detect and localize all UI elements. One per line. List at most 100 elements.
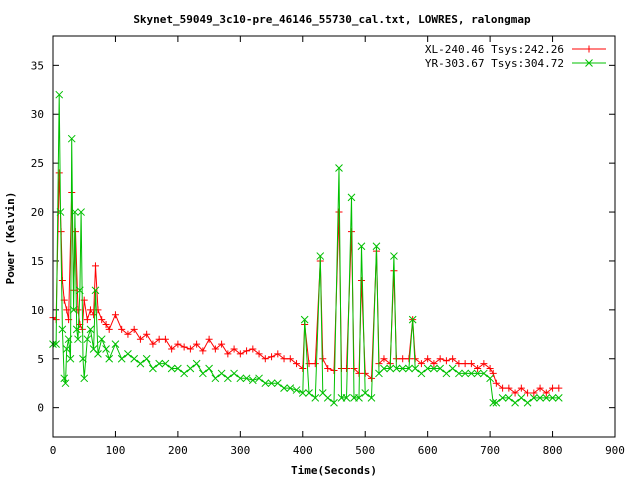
series-2-point	[542, 394, 551, 402]
series-1-point	[255, 350, 263, 358]
series-2-point	[286, 384, 295, 392]
series-1-point	[417, 360, 425, 368]
y-tick-label: 10	[31, 304, 44, 317]
series-2-point	[142, 354, 151, 363]
series-2-point	[442, 369, 451, 378]
series-1-point	[286, 355, 294, 363]
series-2-point	[398, 364, 407, 373]
series-2-point	[511, 398, 519, 407]
x-tick-label: 800	[543, 444, 563, 457]
series-2-point	[105, 354, 114, 363]
series-1-point	[180, 343, 188, 351]
series-2-point	[117, 354, 126, 363]
series-2-point	[529, 394, 538, 402]
series-1-point	[430, 360, 438, 368]
series-1-point	[536, 384, 544, 392]
x-tick-label: 700	[480, 444, 500, 457]
series-1-point	[530, 389, 538, 397]
series-2-point	[498, 394, 507, 402]
series-2-point	[60, 374, 69, 383]
x-axis-label: Time(Seconds)	[291, 464, 377, 477]
series-1-point	[193, 340, 201, 348]
series-2-point	[392, 364, 401, 373]
series-2-point	[236, 374, 245, 383]
series-2-point	[357, 242, 366, 251]
series-1-point	[261, 355, 269, 363]
series-1-point	[474, 365, 482, 373]
y-axis-label: Power (Kelvin)	[4, 192, 17, 285]
series-2-point	[56, 208, 65, 216]
series-2-point	[94, 350, 102, 358]
series-2-point	[130, 354, 139, 363]
series-1-point	[486, 365, 494, 373]
series-1-point	[324, 365, 332, 373]
series-2-point	[280, 384, 288, 392]
series-1-point	[218, 340, 226, 348]
series-1-point	[124, 330, 132, 338]
series-1-point	[98, 316, 106, 324]
series-2-point	[305, 389, 313, 397]
series-1-point	[86, 306, 94, 314]
series-2-point	[554, 394, 563, 402]
y-tick-label: 25	[31, 157, 44, 170]
series-1-point	[524, 389, 532, 397]
y-tick-label: 0	[37, 402, 44, 415]
series-1-point	[230, 345, 238, 353]
series-1-point	[94, 306, 102, 314]
series-1-point	[91, 262, 99, 270]
series-1-point	[467, 360, 475, 368]
series-2-point	[386, 364, 395, 373]
series-2-point	[74, 335, 82, 344]
series-2-point	[423, 364, 432, 373]
series-1-point	[293, 360, 301, 368]
series-2-point	[261, 379, 270, 388]
series-2-point	[75, 286, 84, 295]
series-layer	[49, 90, 563, 407]
series-1-point	[90, 311, 98, 319]
series-1-point	[274, 350, 282, 358]
series-2-point	[61, 379, 70, 388]
series-2-point	[55, 90, 64, 99]
series-2-point	[504, 394, 513, 402]
series-2-point	[486, 374, 494, 383]
series-2-point	[411, 364, 420, 373]
series-2-point	[390, 252, 398, 260]
series-1-point	[405, 355, 413, 363]
x-tick-label: 0	[50, 444, 57, 457]
series-2-point	[517, 394, 526, 402]
series-2-point	[223, 374, 232, 383]
series-2-point	[102, 345, 110, 353]
series-2-point	[347, 193, 356, 202]
series-2-point	[83, 335, 92, 344]
series-2-point	[342, 394, 351, 402]
series-2-point	[161, 359, 170, 368]
series-2-point	[355, 394, 363, 402]
series-2-point	[248, 376, 257, 385]
series-2-point	[155, 359, 164, 368]
y-tick-label: 30	[31, 108, 44, 121]
series-2-point	[217, 369, 226, 378]
series-2-point	[298, 389, 307, 397]
x-tick-label: 600	[418, 444, 438, 457]
series-1-point	[149, 340, 157, 348]
series-1-point	[305, 360, 313, 368]
series-1-point	[249, 345, 257, 353]
series-2-point	[64, 335, 73, 344]
series-1-point	[143, 330, 151, 338]
series-2-point	[124, 350, 132, 358]
series-2-point	[436, 364, 445, 373]
series-2-point	[367, 394, 376, 402]
series-1-point	[549, 384, 557, 392]
series-1-point	[268, 353, 276, 361]
series-1-point	[505, 384, 513, 392]
series-1-point	[555, 384, 563, 392]
series-2-point	[192, 359, 201, 368]
series-2-point	[467, 369, 476, 378]
y-tick-label: 20	[31, 206, 44, 219]
series-2-point	[405, 364, 413, 373]
series-1-point	[442, 357, 450, 365]
series-2	[49, 90, 563, 407]
series-1-point	[380, 355, 388, 363]
